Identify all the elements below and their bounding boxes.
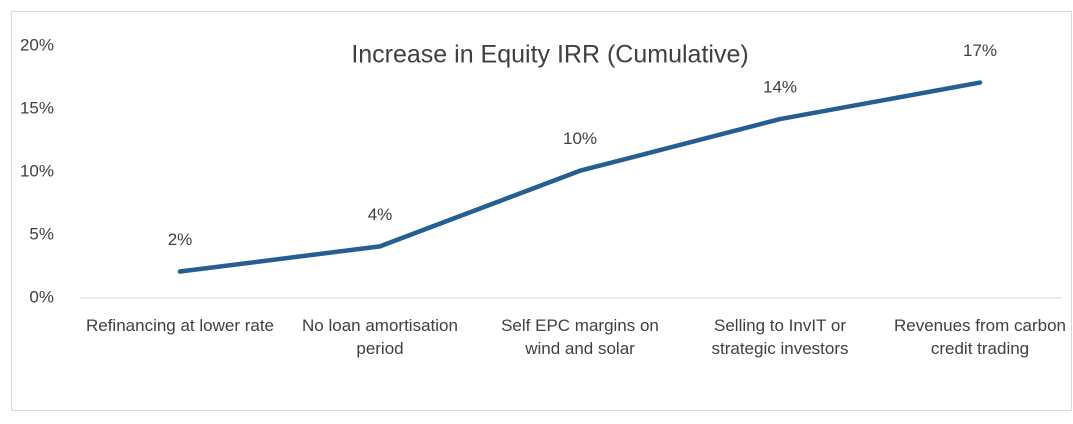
x-tick-label: Selling to InvIT or strategic investors [711, 316, 849, 358]
data-label: 4% [368, 205, 393, 224]
x-tick-label: Revenues from carbon credit trading [894, 316, 1066, 358]
y-tick-label: 10% [20, 161, 54, 180]
y-tick-label: 15% [20, 98, 54, 117]
chart-border [11, 11, 1072, 411]
x-tick-label: No loan amortisation period [302, 316, 458, 358]
y-tick-label: 5% [29, 224, 54, 243]
y-tick-label: 0% [29, 287, 54, 306]
data-label: 14% [763, 78, 797, 97]
data-label: 10% [563, 129, 597, 148]
data-label: 2% [168, 230, 193, 249]
chart-title: Increase in Equity IRR (Cumulative) [351, 41, 748, 69]
x-tick-label: Refinancing at lower rate [85, 316, 275, 335]
data-label: 17% [963, 41, 997, 60]
x-tick-label: Self EPC margins on wind and solar [501, 316, 659, 358]
y-tick-label: 20% [20, 35, 54, 54]
line [177, 80, 983, 274]
